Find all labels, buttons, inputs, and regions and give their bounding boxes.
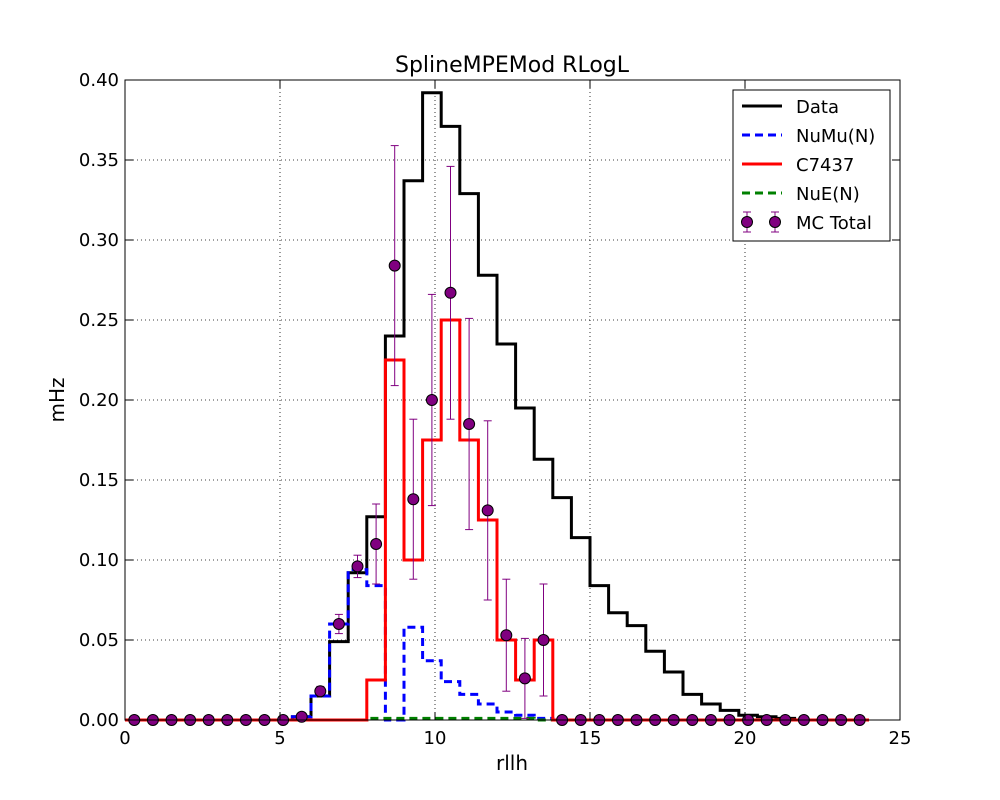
y-tick-label: 0.25: [79, 310, 119, 331]
chart-title: SplineMPEMod RLogL: [395, 53, 630, 78]
mc-total-point: [518, 672, 531, 685]
x-tick-label: 15: [579, 728, 602, 749]
y-tick-label: 0.35: [79, 150, 119, 171]
mc-total-point: [537, 634, 550, 646]
y-tick-label: 0.10: [79, 550, 119, 571]
legend-marker: [741, 216, 753, 228]
x-tick-label: 10: [424, 728, 447, 749]
y-axis-label: mHz: [45, 377, 69, 422]
legend-swatch-mc-total: [741, 211, 781, 233]
x-tick-label: 5: [274, 728, 285, 749]
mc-total-point: [332, 618, 345, 630]
mc-total-point: [370, 538, 383, 550]
mc-total-point: [425, 394, 438, 406]
y-tick-label: 0.40: [79, 70, 119, 91]
x-tick-label: 20: [734, 728, 757, 749]
legend-label-nue: NuE(N): [796, 184, 860, 205]
mc-total-point: [444, 286, 457, 299]
y-tick-label: 0.30: [79, 230, 119, 251]
y-tick-label: 0.20: [79, 390, 119, 411]
legend-label-numu: NuMu(N): [796, 126, 875, 147]
x-axis-label: rllh: [496, 751, 528, 775]
axis-ticks: 0 5 10 15 20 25 0.00 0.05 0.10 0.15 0.20 0.25 0.30 0.…: [79, 70, 912, 749]
legend-marker: [769, 216, 781, 228]
mc-total-point: [314, 685, 327, 698]
legend-label-c7437: C7437: [796, 155, 854, 176]
legend-label-mc-total: MC Total: [796, 213, 872, 234]
mc-total-point: [295, 710, 308, 723]
mc-total-point: [500, 629, 513, 642]
x-tick-label: 0: [119, 728, 130, 749]
mc-total-point: [463, 418, 476, 430]
mc-total-point: [481, 504, 494, 517]
legend: Data NuMu(N) C7437 NuE(N) MC Total: [732, 89, 891, 242]
y-tick-label: 0.00: [79, 710, 119, 731]
mc-total-point: [351, 560, 364, 573]
x-tick-label: 25: [889, 728, 912, 749]
mc-total-point: [407, 493, 420, 506]
legend-label-data: Data: [796, 97, 839, 118]
mc-total-point: [388, 259, 401, 272]
y-tick-label: 0.05: [79, 630, 119, 651]
y-tick-label: 0.15: [79, 470, 119, 491]
